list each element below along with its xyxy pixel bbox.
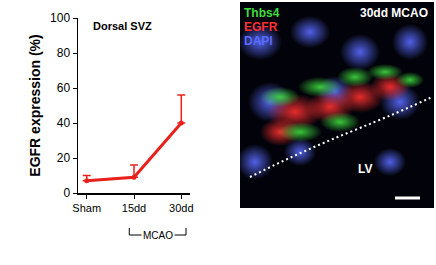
svg-text:Dorsal SVZ: Dorsal SVZ: [93, 20, 152, 32]
html-text:LV: LV: [358, 162, 373, 176]
svg-text:15dd: 15dd: [122, 202, 146, 214]
svg-text:60: 60: [57, 81, 71, 95]
html-text:30dd MCAO: 30dd MCAO: [360, 6, 428, 20]
svg-text:Sham: Sham: [72, 202, 101, 214]
svg-text:0: 0: [63, 186, 70, 200]
html-text:EGFR: EGFR: [244, 20, 278, 34]
svg-text:80: 80: [57, 46, 71, 60]
svg-text:40: 40: [57, 116, 71, 130]
svg-text:100: 100: [50, 11, 70, 25]
svg-text:20: 20: [57, 151, 71, 165]
html-text:Thbs4: Thbs4: [244, 6, 280, 20]
html-text:DAPI: DAPI: [244, 34, 273, 48]
svg-text:MCAO: MCAO: [143, 230, 173, 241]
svg-text:EGFR expression (%): EGFR expression (%): [27, 34, 43, 176]
svg-text:30dd: 30dd: [169, 202, 193, 214]
